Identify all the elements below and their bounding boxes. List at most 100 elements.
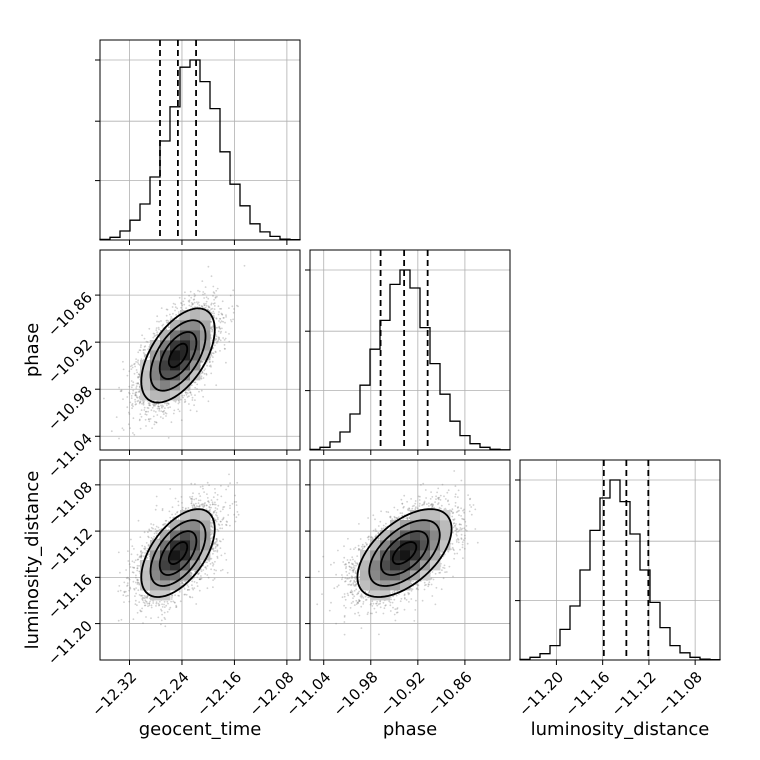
scatter-point	[152, 336, 155, 339]
scatter-point	[205, 300, 208, 303]
scatter-point	[170, 421, 173, 424]
scatter-point	[132, 381, 135, 384]
scatter-point	[202, 291, 205, 293]
scatter-point	[146, 406, 149, 409]
scatter-point	[203, 304, 206, 306]
scatter-point	[212, 291, 215, 294]
scatter-point	[219, 527, 222, 530]
scatter-point	[201, 370, 204, 373]
scatter-point	[207, 305, 210, 308]
scatter-point	[123, 591, 126, 594]
scatter-point	[166, 308, 169, 311]
scatter-point	[219, 317, 221, 320]
scatter-point	[209, 360, 211, 363]
scatter-point	[214, 296, 217, 298]
scatter-point	[135, 361, 138, 363]
scatter-point	[134, 365, 137, 368]
scatter-point	[148, 420, 151, 423]
scatter-point	[145, 425, 147, 427]
scatter-point	[132, 618, 135, 621]
scatter-point	[135, 369, 138, 371]
scatter-point	[177, 408, 180, 411]
density-cell	[150, 390, 161, 401]
scatter-point	[207, 306, 210, 309]
density-cell	[170, 340, 181, 351]
scatter-point	[211, 307, 214, 310]
hist-bar	[260, 232, 270, 240]
scatter-point	[204, 286, 207, 288]
scatter-point	[190, 296, 193, 299]
scatter-point	[236, 304, 238, 307]
scatter-point	[210, 321, 213, 323]
scatter-point	[130, 386, 133, 389]
scatter-point	[157, 406, 160, 408]
scatter-point	[147, 348, 150, 351]
scatter-point	[140, 344, 142, 347]
scatter-point	[192, 303, 194, 305]
scatter-point	[198, 304, 201, 307]
scatter-point	[128, 589, 131, 592]
scatter-point	[203, 292, 206, 295]
scatter-point	[183, 401, 186, 404]
scatter-point	[207, 265, 210, 268]
density-cell	[150, 340, 161, 351]
scatter-point	[181, 581, 183, 583]
scatter-point	[205, 373, 208, 376]
scatter-point	[135, 394, 138, 397]
scatter-point	[171, 306, 174, 308]
scatter-point	[216, 515, 218, 517]
scatter-point	[119, 589, 122, 592]
scatter-point	[215, 289, 218, 292]
scatter-point	[219, 339, 222, 342]
scatter-point	[180, 302, 183, 304]
scatter-point	[160, 410, 163, 412]
density-cell	[180, 320, 191, 331]
scatter-point	[131, 403, 134, 405]
scatter-point	[166, 404, 168, 407]
histogram-panel-geocent-time	[95, 39, 301, 245]
scatter-point	[191, 506, 194, 509]
scatter-point	[138, 373, 141, 376]
scatter-point	[219, 350, 221, 352]
scatter-point	[154, 411, 157, 413]
scatter-point	[133, 433, 136, 436]
scatter-point	[190, 482, 193, 485]
scatter-point	[211, 360, 214, 363]
scatter-point	[138, 349, 141, 351]
scatter-point	[162, 417, 164, 420]
density-cell	[170, 330, 181, 341]
scatter-point	[197, 573, 200, 576]
scatter-point	[166, 319, 169, 322]
scatter-point	[140, 415, 143, 418]
scatter-point	[183, 394, 186, 397]
scatter-point	[200, 389, 203, 392]
scatter-point	[153, 410, 155, 412]
scatter-point	[128, 370, 131, 373]
scatter-point	[237, 305, 239, 308]
histogram-step	[99, 59, 301, 241]
scatter-point	[133, 588, 136, 591]
histogram-panel-phase	[305, 249, 511, 455]
scatter-point	[219, 327, 221, 330]
scatter-point	[201, 306, 204, 308]
scatter-point	[196, 388, 198, 390]
hist-bar	[250, 224, 260, 240]
scatter-point	[216, 508, 219, 510]
scatter-point	[189, 391, 192, 394]
scatter-point	[210, 327, 213, 330]
scatter-point	[137, 382, 139, 385]
scatter-point	[194, 306, 196, 309]
scatter-point	[172, 302, 175, 305]
scatter-point	[157, 405, 160, 408]
scatter-point	[213, 577, 216, 580]
scatter-point	[132, 405, 134, 408]
scatter-point	[220, 307, 223, 310]
scatter-point	[122, 398, 124, 400]
scatter-point	[194, 294, 197, 297]
scatter-point	[145, 616, 147, 618]
scatter-point	[190, 302, 193, 304]
scatter-point	[143, 353, 146, 355]
scatter-point	[167, 320, 170, 322]
scatter-point	[216, 326, 219, 329]
scatter-point	[203, 297, 206, 299]
